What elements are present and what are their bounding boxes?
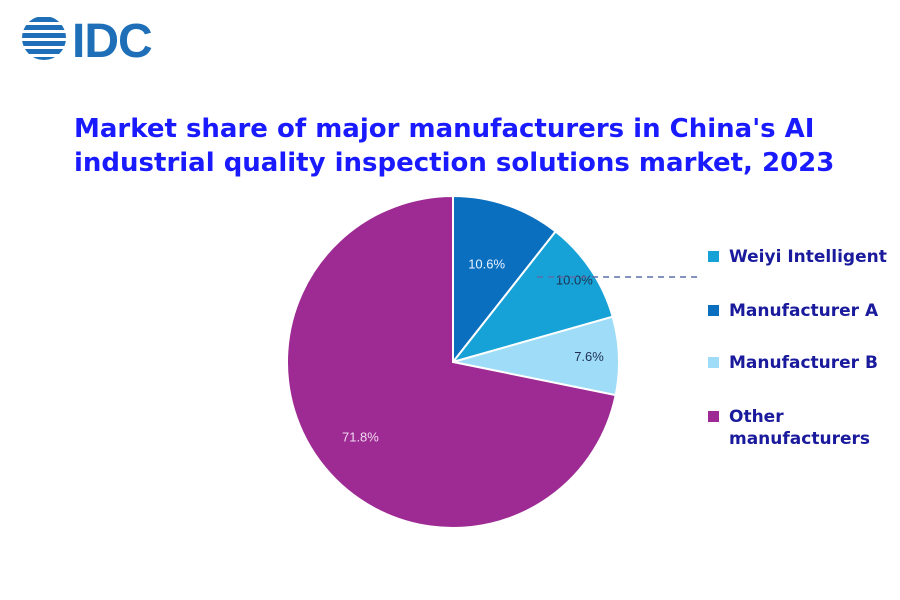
- legend-label: Manufacturer A: [729, 301, 879, 321]
- legend-swatch: [708, 251, 719, 262]
- idc-logo: IDC: [22, 15, 153, 66]
- legend-label: Weiyi Intelligent: [729, 247, 887, 267]
- chart-title: Market share of major manufacturers in C…: [74, 112, 864, 180]
- svg-text:IDC: IDC: [72, 15, 152, 66]
- pie-slice-label: 71.8%: [342, 430, 379, 445]
- legend-item-manufacturer-a: Manufacturer A: [708, 300, 894, 322]
- chart-title-line-2: industrial quality inspection solutions …: [74, 148, 835, 178]
- chart-title-line-1: Market share of major manufacturers in C…: [74, 114, 815, 144]
- legend-swatch: [708, 305, 719, 316]
- legend-item-other-manufacturers: Other manufacturers: [708, 406, 894, 450]
- legend-item-weiyi-intelligent: Weiyi Intelligent: [708, 246, 894, 268]
- legend-label: Manufacturer B: [729, 353, 878, 373]
- pie-slice-label: 10.6%: [468, 257, 505, 272]
- pie-slice-manufacturer-a: [452, 194, 557, 365]
- legend-label: Other manufacturers: [729, 407, 870, 449]
- legend-swatch: [708, 411, 719, 422]
- pie-slice-weiyi-intelligent: [450, 230, 614, 364]
- legend-item-manufacturer-b: Manufacturer B: [708, 352, 894, 374]
- legend-swatch: [708, 357, 719, 368]
- pie-slice-label: 10.0%: [556, 273, 593, 288]
- pie-slice-other-manufacturers: [286, 194, 617, 529]
- pie-slice-label: 7.6%: [574, 349, 604, 364]
